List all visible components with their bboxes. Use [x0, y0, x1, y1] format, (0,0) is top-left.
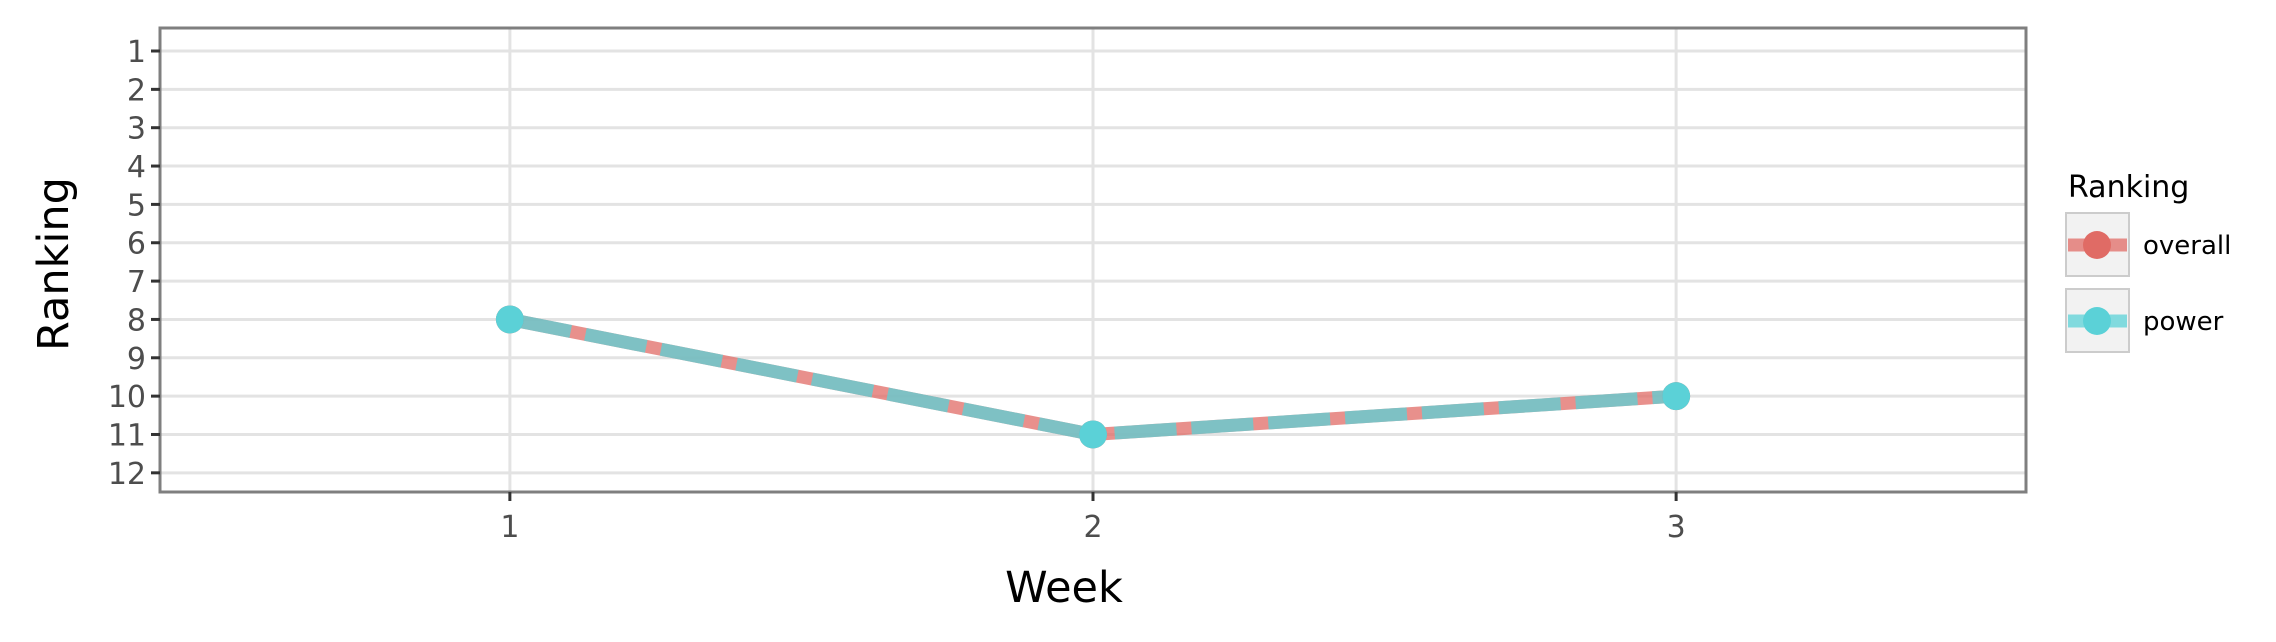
y-axis-title: Ranking: [29, 177, 79, 351]
legend-key-point: [2083, 307, 2111, 335]
legend-entries: overall power: [2065, 212, 2231, 353]
y-tick-label: 3: [127, 112, 146, 147]
x-axis-ticks: 1 2 3: [500, 492, 1686, 545]
legend-key-point: [2083, 231, 2111, 259]
x-gridlines: [508, 28, 1678, 492]
x-tick-label: 2: [1083, 510, 1102, 545]
y-tick-label: 11: [108, 418, 146, 453]
legend-label: overall: [2143, 231, 2231, 261]
series-layer: [495, 305, 1691, 449]
y-tick-label: 7: [127, 265, 146, 300]
y-tick-label: 6: [127, 227, 146, 262]
legend-label: power: [2143, 307, 2224, 337]
y-tick-label: 5: [127, 188, 146, 223]
legend-title: Ranking: [2068, 170, 2189, 205]
data-point-power: [1662, 382, 1691, 411]
x-axis-title: Week: [1005, 563, 1123, 613]
y-tick-label: 12: [108, 457, 146, 492]
x-tick-label: 1: [500, 510, 519, 545]
legend-entry-overall: overall: [2065, 212, 2231, 277]
y-tick-label: 1: [127, 35, 146, 70]
data-point-power: [495, 305, 524, 334]
y-tick-label: 8: [127, 303, 146, 338]
y-tick-label: 2: [127, 73, 146, 108]
legend: Ranking overall power: [2065, 170, 2231, 353]
data-point-power: [1079, 420, 1107, 449]
y-tick-label: 4: [127, 150, 146, 185]
legend-entry-power: power: [2065, 288, 2224, 353]
x-tick-label: 3: [1667, 510, 1686, 545]
y-tick-label: 9: [127, 342, 146, 377]
y-tick-label: 10: [108, 380, 146, 415]
